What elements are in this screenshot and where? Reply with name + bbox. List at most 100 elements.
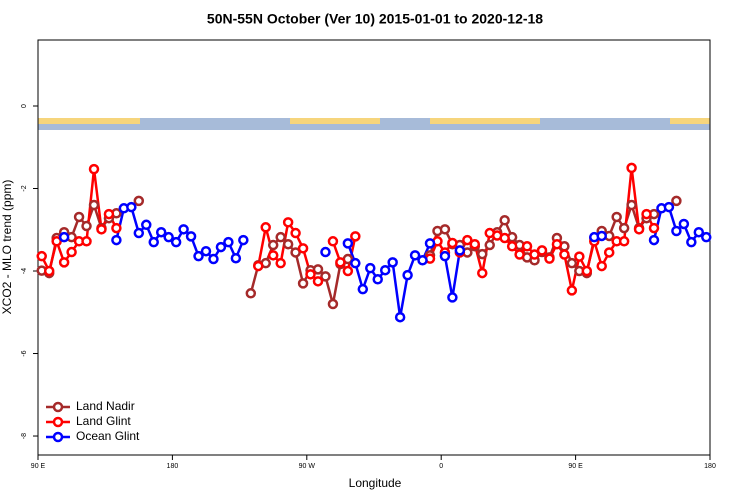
marker	[372, 274, 383, 285]
legend-label: Land Nadir	[76, 399, 135, 413]
marker	[111, 222, 122, 234]
marker	[514, 249, 525, 260]
series-line	[115, 205, 707, 318]
marker	[394, 311, 406, 323]
marker	[671, 225, 682, 237]
marker	[81, 220, 92, 232]
marker	[238, 234, 249, 246]
marker	[88, 199, 100, 211]
marker	[701, 231, 712, 243]
marker	[693, 226, 705, 238]
marker	[305, 269, 316, 280]
marker	[178, 224, 189, 235]
marker	[521, 241, 533, 252]
marker	[439, 224, 451, 235]
x-tick-label: 90 E	[568, 463, 583, 470]
marker	[163, 231, 174, 243]
marker	[462, 234, 473, 246]
legend-label: Ocean Glint	[76, 429, 140, 443]
marker	[484, 239, 495, 251]
plot-frame	[37, 39, 711, 456]
marker	[536, 245, 548, 256]
marker	[290, 247, 301, 258]
marker	[43, 265, 55, 277]
marker	[686, 236, 697, 248]
marker	[282, 217, 294, 228]
marker	[506, 241, 518, 252]
marker	[245, 288, 257, 299]
marker	[499, 232, 510, 244]
marker	[267, 239, 279, 251]
marker	[581, 265, 593, 277]
marker	[260, 222, 271, 233]
marker	[342, 265, 354, 277]
marker	[603, 247, 615, 258]
marker	[611, 211, 622, 223]
marker	[155, 226, 167, 238]
y-tick-label: -6	[21, 350, 28, 356]
y-tick-label: -2	[21, 185, 28, 191]
marker	[267, 250, 279, 261]
x-tick-label: 90 E	[31, 463, 46, 470]
marker	[133, 227, 145, 239]
y-tick-label: -8	[21, 433, 28, 439]
marker	[290, 227, 301, 239]
marker	[357, 283, 369, 295]
marker	[477, 248, 488, 260]
x-tick-label: 90 W	[299, 463, 316, 470]
marker	[81, 236, 92, 247]
marker	[96, 224, 107, 235]
marker	[342, 238, 354, 249]
marker	[320, 271, 331, 282]
marker	[596, 230, 607, 242]
legend-marker	[52, 431, 64, 443]
marker	[103, 208, 115, 220]
marker	[559, 249, 570, 260]
x-axis-label: Longitude	[349, 476, 402, 490]
y-tick-label: 0	[21, 104, 28, 108]
marker	[312, 264, 324, 275]
marker	[230, 252, 242, 264]
marker	[58, 231, 70, 243]
marker	[626, 162, 637, 174]
marker	[58, 257, 70, 268]
marker	[253, 260, 264, 272]
marker	[402, 269, 413, 281]
marker	[297, 243, 309, 254]
marker	[663, 201, 675, 213]
marker	[320, 246, 331, 258]
marker	[618, 222, 630, 234]
marker	[282, 238, 294, 250]
marker	[148, 236, 159, 248]
marker	[208, 253, 219, 265]
marker	[574, 251, 585, 262]
marker	[36, 250, 47, 262]
marker	[499, 215, 510, 226]
marker	[454, 245, 466, 256]
marker	[312, 276, 324, 287]
marker	[215, 241, 227, 253]
marker	[409, 250, 421, 261]
marker	[185, 231, 197, 242]
y-tick-label: -4	[21, 268, 28, 274]
x-tick-label: 0	[439, 463, 443, 470]
marker	[379, 264, 391, 276]
marker	[297, 278, 309, 289]
marker	[133, 195, 145, 207]
marker	[350, 231, 361, 242]
chart-title: 50N-55N October (Ver 10) 2015-01-01 to 2…	[207, 11, 543, 27]
legend-label: Land Glint	[76, 414, 131, 428]
marker	[275, 257, 286, 269]
y-axis-label: XCO2 - MLO trend (ppm)	[0, 180, 14, 315]
marker	[424, 238, 436, 249]
marker	[417, 255, 428, 266]
marker	[477, 267, 488, 279]
marker	[275, 231, 286, 243]
marker	[193, 250, 204, 262]
marker	[141, 219, 152, 231]
marker	[387, 257, 398, 268]
marker	[596, 260, 607, 272]
marker	[551, 238, 563, 250]
marker	[678, 218, 690, 230]
marker	[529, 249, 540, 260]
